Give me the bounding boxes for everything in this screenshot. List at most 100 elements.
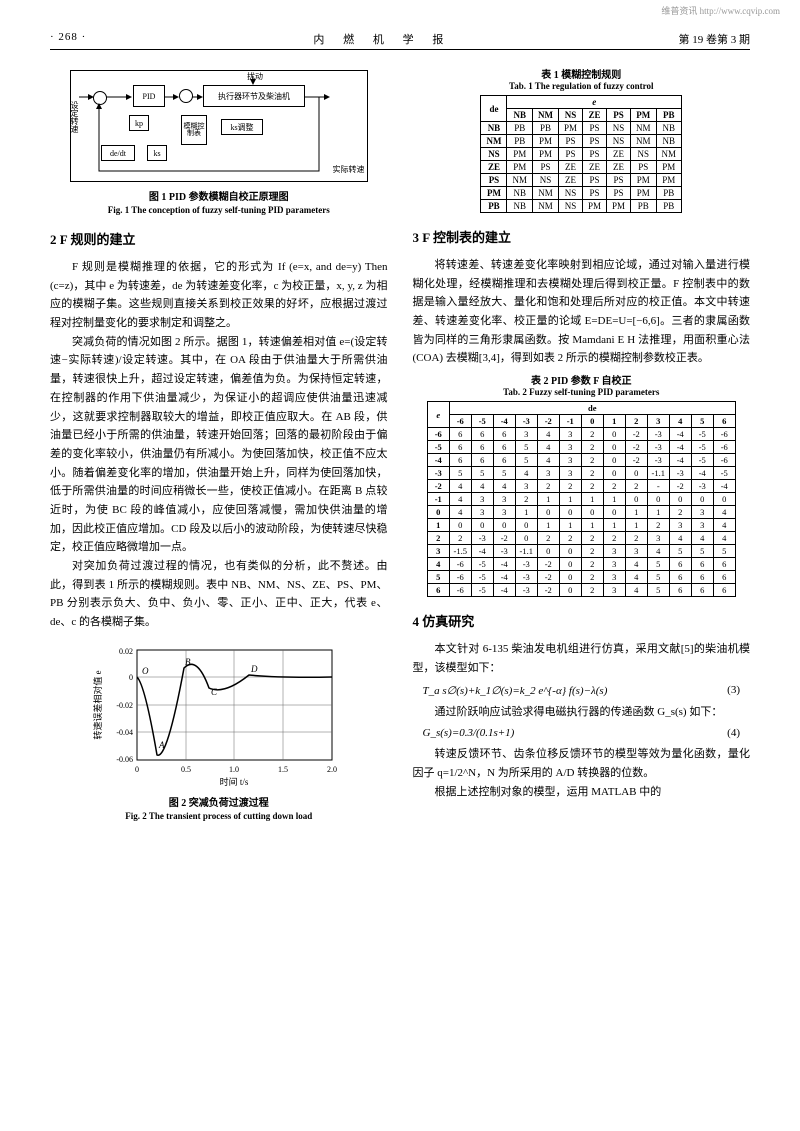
tab2-cell: -6 (449, 584, 471, 597)
svg-text:转速误差相对值 e: 转速误差相对值 e (92, 670, 103, 739)
tab2-cell: 3 (559, 467, 581, 480)
tab2-cell: -6 (449, 558, 471, 571)
tab2-col: -6 (449, 415, 471, 428)
tab1-cell: ZE (558, 174, 582, 187)
tab1-row: PM (481, 187, 507, 200)
tab2-cell: -2 (625, 454, 647, 467)
tab1-col: NB (507, 109, 533, 122)
tab2-cell: 0 (515, 519, 537, 532)
tab2-cell: -2 (537, 584, 559, 597)
tab2-cell: 6 (449, 454, 471, 467)
tab2-cell: 6 (493, 441, 515, 454)
sec3-p1: 将转速差、转速差变化率映射到相应论域，通过对输入量进行模糊化处理，经模糊推理和去… (413, 256, 751, 368)
tab2-cell: 6 (713, 571, 735, 584)
tab1-cell: PM (631, 174, 657, 187)
svg-text:-0.02: -0.02 (116, 701, 133, 710)
tab2-cell: 0 (691, 493, 713, 506)
tab2-col: -4 (493, 415, 515, 428)
tab1-cell: PM (507, 148, 533, 161)
tab2-cell: 4 (625, 571, 647, 584)
tab1-col: PB (656, 109, 682, 122)
tab2-cell: -1.1 (647, 467, 669, 480)
tab2-cell: 5 (515, 454, 537, 467)
tab2-cell: 4 (625, 558, 647, 571)
tab2-rowhead: e (427, 402, 449, 428)
tab2-colhead: de (449, 402, 735, 415)
tab1-cell: NM (532, 187, 558, 200)
tab1-cell: NB (507, 187, 533, 200)
tab1-cell: NB (507, 200, 533, 213)
tab2-cell: -5 (691, 454, 713, 467)
sec4-p2: 通过阶跃响应试验求得电磁执行器的传递函数 G_s(s) 如下： (413, 703, 751, 722)
tab2-cell: -4 (493, 558, 515, 571)
tab1-cell: ZE (607, 148, 631, 161)
figure-1: 设定转速 PID 执行器环节及柴油机 扰动 kp 模糊控制表 ks调整 de/d… (50, 70, 388, 215)
tab2-cell: 0 (559, 571, 581, 584)
tab2-col: -2 (537, 415, 559, 428)
watermark: 维普资讯 http://www.cqvip.com (0, 0, 800, 21)
tab1-row: NM (481, 135, 507, 148)
tab2-cell: 2 (559, 480, 581, 493)
tab2-cell: 5 (471, 467, 493, 480)
svg-text:D: D (250, 664, 258, 674)
tab1-cell: PS (582, 122, 606, 135)
tab2-row: -6 (427, 428, 449, 441)
svg-text:B: B (185, 657, 191, 667)
tab2-cell: 0 (625, 493, 647, 506)
tab2-cell: -3 (515, 558, 537, 571)
tab2-cell: -4 (669, 441, 691, 454)
tab1-cell: NM (631, 122, 657, 135)
tab2-cell: 0 (559, 558, 581, 571)
tab1-caption-en: Tab. 1 The regulation of fuzzy control (413, 81, 751, 91)
tab2-col: 0 (581, 415, 603, 428)
tab2-cell: 6 (691, 558, 713, 571)
tab2-cell: 2 (625, 480, 647, 493)
tab2-cell: 4 (515, 467, 537, 480)
tab2-cell: 5 (713, 545, 735, 558)
tab2-cell: -4 (493, 584, 515, 597)
fig2-chart: 0.02 0 -0.02 -0.04 -0.06 0 0.5 1.0 1.5 2… (89, 640, 349, 790)
tab1-col: NS (558, 109, 582, 122)
tab1-cell: PM (631, 187, 657, 200)
tab2-cell: -5 (691, 428, 713, 441)
tab2-cell: 0 (625, 467, 647, 480)
tab2-cell: 3 (647, 532, 669, 545)
tab2-cell: 5 (493, 467, 515, 480)
tab2-cell: 0 (647, 493, 669, 506)
sec4-p3: 转速反馈环节、齿条位移反馈环节的模型等效为量化函数，量化因子 q=1/2^N，N… (413, 745, 751, 782)
tab2-cell: -2 (493, 532, 515, 545)
tab2-cell: 1 (537, 519, 559, 532)
tab2-cell: -1.5 (449, 545, 471, 558)
tab2-cell: 4 (669, 532, 691, 545)
svg-text:C: C (211, 687, 218, 697)
tab2-row: 6 (427, 584, 449, 597)
svg-text:O: O (142, 666, 149, 676)
tab2-cell: -5 (471, 558, 493, 571)
tab1-cell: NM (507, 174, 533, 187)
tab2-cell: 6 (493, 428, 515, 441)
tab2-cell: 0 (559, 545, 581, 558)
tab1-cell: ZE (607, 161, 631, 174)
page-header: · 268 · 内 燃 机 学 报 第 19 卷第 3 期 (50, 31, 750, 50)
tab2-cell: 3 (625, 545, 647, 558)
tab2-cell: 0 (559, 506, 581, 519)
fig2-caption-cn: 图 2 突减负荷过渡过程 (50, 794, 388, 809)
tab2-cell: 3 (471, 506, 493, 519)
tab2-cell: 3 (603, 584, 625, 597)
tab2-cell: 2 (449, 532, 471, 545)
tab2-cell: 2 (581, 428, 603, 441)
tab2-cell: 6 (449, 428, 471, 441)
tab1-rowhead: de (481, 96, 507, 122)
tab1-cell: PB (532, 122, 558, 135)
table-2: ede-6-5-4-3-2-10123456-666634320-2-3-4-5… (427, 401, 736, 597)
tab2-cell: 2 (581, 532, 603, 545)
tab1-row: PS (481, 174, 507, 187)
tab2-row: 0 (427, 506, 449, 519)
tab1-caption-cn: 表 1 模糊控制规则 (413, 66, 751, 81)
tab1-cell: PS (558, 148, 582, 161)
tab2-col: 2 (625, 415, 647, 428)
tab1-cell: PM (582, 200, 606, 213)
tab2-row: 4 (427, 558, 449, 571)
tab2-caption-cn: 表 2 PID 参数 F 自校正 (413, 372, 751, 387)
tab2-row: -1 (427, 493, 449, 506)
